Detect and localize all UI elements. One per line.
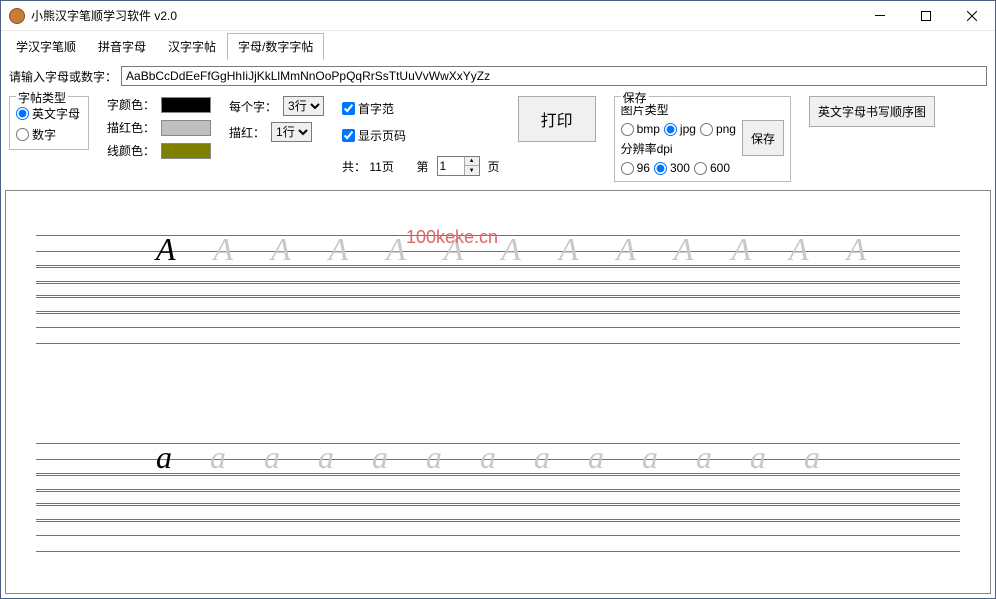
- titlebar: 小熊汉字笔顺学习软件 v2.0: [1, 1, 995, 31]
- maximize-button[interactable]: [903, 1, 949, 31]
- trace-color-label: 描红色：: [107, 119, 155, 136]
- imgtype-bmp[interactable]: bmp: [621, 122, 660, 136]
- preview-area: AAAAAAAAAAAAAaaaaaaaaaaaaa100keke.cn: [6, 191, 990, 593]
- tab-0[interactable]: 学汉字笔顺: [5, 33, 87, 60]
- practice-letter: A: [156, 231, 176, 268]
- practice-letter: A: [329, 231, 349, 268]
- practice-letter: a: [156, 439, 172, 476]
- order-diagram-button[interactable]: 英文字母书写顺序图: [809, 96, 935, 127]
- font-color-swatch[interactable]: [161, 97, 211, 113]
- trace-rows-label: 描红：: [229, 124, 265, 141]
- tab-1[interactable]: 拼音字母: [87, 33, 157, 60]
- page-up-icon[interactable]: ▲: [465, 157, 479, 166]
- practice-letter: A: [501, 231, 521, 268]
- practice-letter: a: [750, 439, 766, 476]
- line-color-label: 线颜色：: [107, 142, 155, 159]
- window-title: 小熊汉字笔顺学习软件 v2.0: [31, 7, 857, 24]
- practice-letter: a: [480, 439, 496, 476]
- minimize-button[interactable]: [857, 1, 903, 31]
- page-input[interactable]: [438, 157, 464, 175]
- trace-rows-select[interactable]: 1行: [271, 122, 312, 142]
- line-color-swatch[interactable]: [161, 143, 211, 159]
- practice-letter: a: [210, 439, 226, 476]
- save-button[interactable]: 保存: [742, 120, 784, 156]
- type-legend: 字帖类型: [16, 89, 68, 106]
- letters-input[interactable]: [121, 66, 987, 86]
- dpi-300[interactable]: 300: [654, 161, 690, 175]
- close-button[interactable]: [949, 1, 995, 31]
- tab-2[interactable]: 汉字字帖: [157, 33, 227, 60]
- type-fieldset: 字帖类型 英文字母 数字: [9, 96, 89, 150]
- print-button[interactable]: 打印: [518, 96, 596, 142]
- input-label: 请输入字母或数字：: [9, 68, 117, 85]
- practice-letter: A: [616, 231, 636, 268]
- watermark: 100keke.cn: [406, 227, 498, 248]
- practice-letter: a: [534, 439, 550, 476]
- practice-letter: a: [696, 439, 712, 476]
- practice-letter: a: [642, 439, 658, 476]
- page-down-icon[interactable]: ▼: [465, 166, 479, 175]
- font-color-label: 字颜色：: [107, 96, 155, 113]
- type-radio-1[interactable]: 数字: [16, 126, 56, 143]
- tab-bar: 学汉字笔顺拼音字母汉字字帖字母/数字字帖: [1, 31, 995, 60]
- total-pages: 11页: [369, 160, 393, 174]
- practice-letter: A: [271, 231, 291, 268]
- first-model-check[interactable]: 首字范: [342, 100, 394, 117]
- practice-letter: a: [372, 439, 388, 476]
- practice-letter: a: [264, 439, 280, 476]
- page-spinner[interactable]: ▲▼: [437, 156, 480, 176]
- imgtype-jpg[interactable]: jpg: [664, 122, 696, 136]
- practice-letter: A: [789, 231, 809, 268]
- practice-letter: A: [847, 231, 867, 268]
- dpi-legend: 分辨率dpi: [621, 140, 736, 157]
- trace-color-swatch[interactable]: [161, 120, 211, 136]
- practice-letter: a: [426, 439, 442, 476]
- practice-letter: A: [386, 231, 406, 268]
- dpi-96[interactable]: 96: [621, 161, 650, 175]
- per-char-select[interactable]: 3行: [283, 96, 324, 116]
- practice-letter: A: [559, 231, 579, 268]
- practice-letter: a: [804, 439, 820, 476]
- dpi-600[interactable]: 600: [694, 161, 730, 175]
- practice-letter: A: [674, 231, 694, 268]
- type-radio-0[interactable]: 英文字母: [16, 105, 80, 122]
- practice-letter: a: [318, 439, 334, 476]
- imgtype-png[interactable]: png: [700, 122, 736, 136]
- practice-letter: A: [214, 231, 234, 268]
- practice-letter: a: [588, 439, 604, 476]
- app-icon: [9, 8, 25, 24]
- tab-3[interactable]: 字母/数字字帖: [227, 33, 324, 60]
- practice-letter: A: [731, 231, 751, 268]
- show-page-check[interactable]: 显示页码: [342, 127, 406, 144]
- save-fieldset: 保存 图片类型 bmp jpg png 分辨率dpi 96 300 600 保存: [614, 96, 791, 182]
- per-char-label: 每个字：: [229, 98, 277, 115]
